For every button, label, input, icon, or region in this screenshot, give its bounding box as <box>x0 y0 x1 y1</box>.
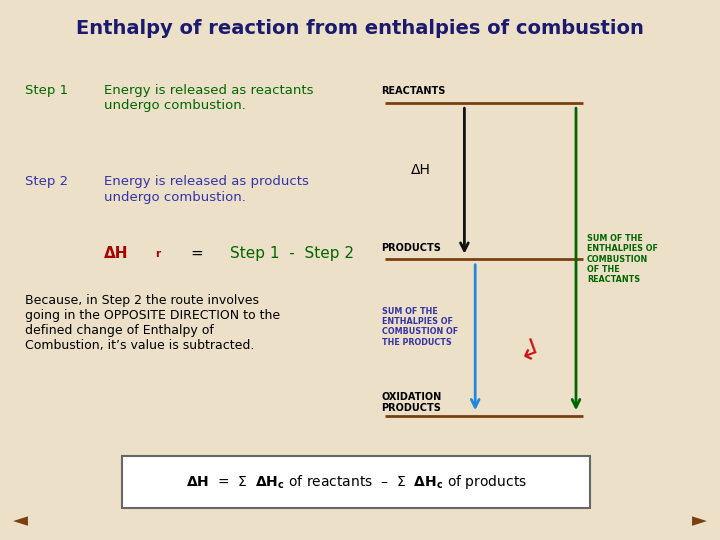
Text: ◄: ◄ <box>13 511 28 530</box>
Text: $\bf{\Delta H}$  =  Σ  $\bf{\Delta H_c}$ of reactants  –  Σ  $\bf{\Delta H_c}$ o: $\bf{\Delta H}$ = Σ $\bf{\Delta H_c}$ of… <box>186 473 527 491</box>
Text: Step 2: Step 2 <box>25 176 68 188</box>
Text: REACTANTS: REACTANTS <box>382 86 446 96</box>
Text: Because, in Step 2 the route involves
going in the OPPOSITE DIRECTION to the
def: Because, in Step 2 the route involves go… <box>25 294 280 352</box>
FancyBboxPatch shape <box>122 456 590 508</box>
Text: Step 1: Step 1 <box>25 84 68 97</box>
Text: Energy is released as products
undergo combustion.: Energy is released as products undergo c… <box>104 176 310 204</box>
Text: Step 1  -  Step 2: Step 1 - Step 2 <box>230 246 354 261</box>
Text: ►: ► <box>692 511 707 530</box>
Text: SUM OF THE
ENTHALPIES OF
COMBUSTION OF
THE PRODUCTS: SUM OF THE ENTHALPIES OF COMBUSTION OF T… <box>382 307 458 347</box>
Text: OXIDATION
PRODUCTS: OXIDATION PRODUCTS <box>382 392 442 413</box>
Text: =: = <box>191 246 204 261</box>
Text: r: r <box>155 249 160 260</box>
Text: ΔH: ΔH <box>104 246 129 261</box>
Text: SUM OF THE
ENTHALPIES OF
COMBUSTION
OF THE
REACTANTS: SUM OF THE ENTHALPIES OF COMBUSTION OF T… <box>587 234 657 285</box>
Text: ↲: ↲ <box>513 334 545 368</box>
Text: PRODUCTS: PRODUCTS <box>382 242 441 253</box>
Text: ΔH: ΔH <box>410 163 431 177</box>
Text: Energy is released as reactants
undergo combustion.: Energy is released as reactants undergo … <box>104 84 314 112</box>
Text: Enthalpy of reaction from enthalpies of combustion: Enthalpy of reaction from enthalpies of … <box>76 19 644 38</box>
